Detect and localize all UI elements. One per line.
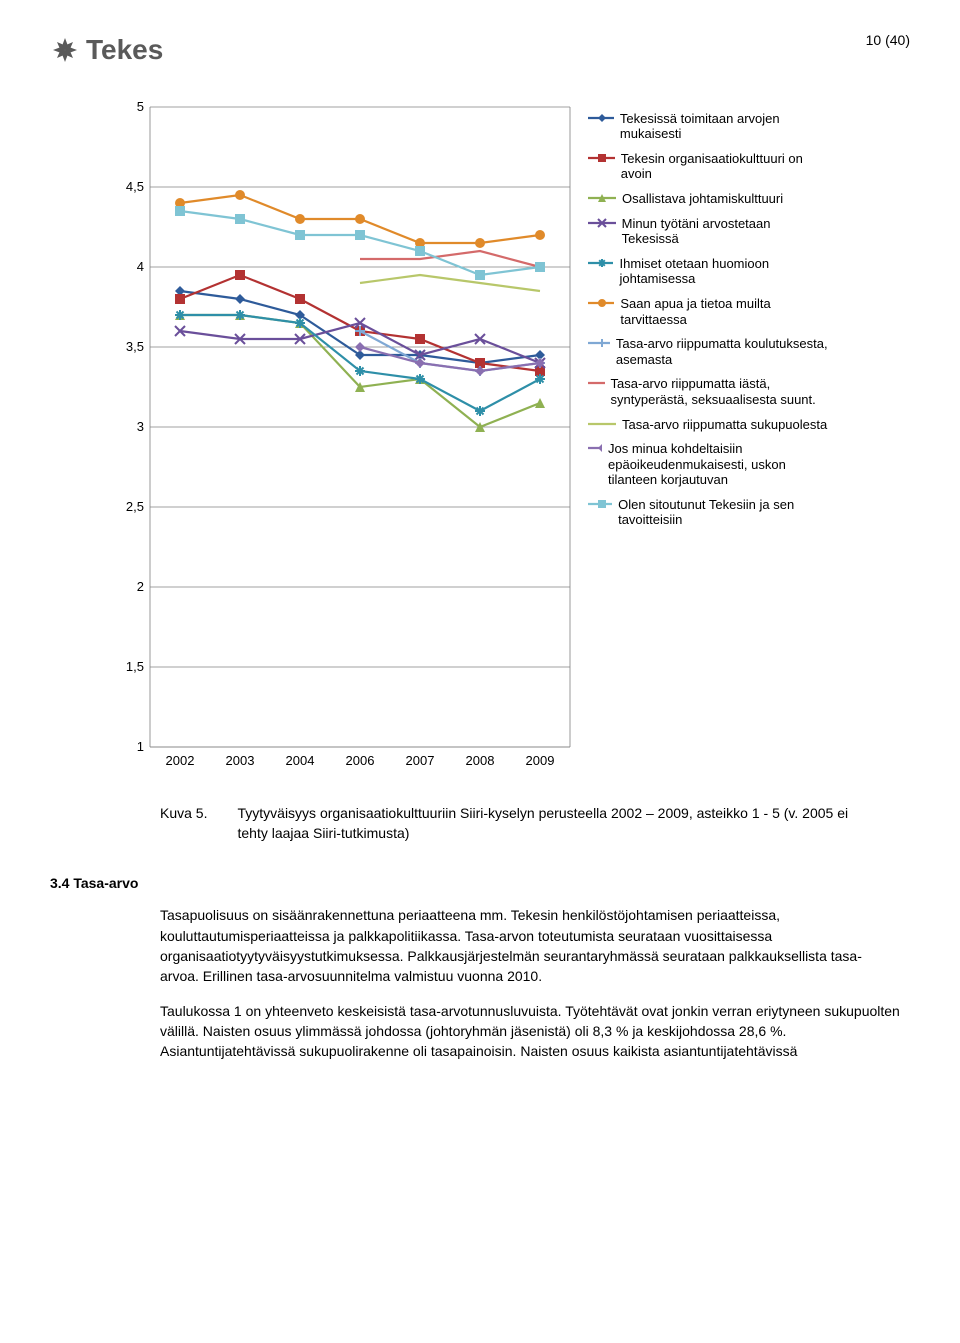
chart-container: 1 1,5 2 2,5 3 3,5 4 4,5 5 2002 2003 2004 2006 2007 200… xyxy=(110,101,910,773)
legend-item: Tekesin organisaatiokulttuuri on avoin xyxy=(588,151,828,182)
svg-text:3,5: 3,5 xyxy=(126,339,144,354)
line-chart: 1 1,5 2 2,5 3 3,5 4 4,5 5 2002 2003 2004 2006 2007 200… xyxy=(110,101,580,773)
svg-text:2006: 2006 xyxy=(346,753,375,768)
svg-text:4,5: 4,5 xyxy=(126,179,144,194)
body-text: Tasapuolisuus on sisäänrakennettuna peri… xyxy=(160,905,900,1061)
legend-item: Jos minua kohdeltaisiin epäoikeudenmukai… xyxy=(588,441,828,488)
section-heading: 3.4 Tasa-arvo xyxy=(50,873,910,893)
logo-text: Tekes xyxy=(86,30,163,71)
legend-label: Tasa-arvo riippumatta iästä, syntyperäst… xyxy=(611,376,828,407)
paragraph-1: Tasapuolisuus on sisäänrakennettuna peri… xyxy=(160,905,900,986)
logo: Tekes xyxy=(50,30,163,71)
chart-legend: Tekesissä toimitaan arvojen mukaisesti Te… xyxy=(588,101,828,773)
svg-text:2,5: 2,5 xyxy=(126,499,144,514)
svg-text:1: 1 xyxy=(137,739,144,754)
legend-item: Olen sitoutunut Tekesiin ja sen tavoitte… xyxy=(588,497,828,528)
legend-label: Osallistava johtamiskulttuuri xyxy=(622,191,783,207)
legend-label: Saan apua ja tietoa muilta tarvittaessa xyxy=(620,296,828,327)
figure-caption: Kuva 5. Tyytyväisyys organisaatiokulttuu… xyxy=(160,803,880,844)
caption-label: Kuva 5. xyxy=(160,803,207,844)
legend-label: Jos minua kohdeltaisiin epäoikeudenmukai… xyxy=(608,441,828,488)
legend-label: Olen sitoutunut Tekesiin ja sen tavoitte… xyxy=(618,497,828,528)
svg-text:5: 5 xyxy=(137,101,144,114)
legend-item: Saan apua ja tietoa muilta tarvittaessa xyxy=(588,296,828,327)
svg-text:2007: 2007 xyxy=(406,753,435,768)
caption-text: Tyytyväisyys organisaatiokulttuuriin Sii… xyxy=(237,803,880,844)
svg-text:2003: 2003 xyxy=(226,753,255,768)
svg-text:2: 2 xyxy=(137,579,144,594)
page-number: 10 (40) xyxy=(866,30,910,50)
legend-label: Tasa-arvo riippumatta sukupuolesta xyxy=(622,417,827,433)
legend-label: Tekesin organisaatiokulttuuri on avoin xyxy=(621,151,828,182)
svg-text:4: 4 xyxy=(137,259,144,274)
legend-item: Tasa-arvo riippumatta koulutuksesta, ase… xyxy=(588,336,828,367)
legend-label: Tasa-arvo riippumatta koulutuksesta, ase… xyxy=(616,336,828,367)
legend-item: Tasa-arvo riippumatta iästä, syntyperäst… xyxy=(588,376,828,407)
legend-label: Ihmiset otetaan huomioon johtamisessa xyxy=(619,256,828,287)
svg-text:2002: 2002 xyxy=(166,753,195,768)
legend-item: Ihmiset otetaan huomioon johtamisessa xyxy=(588,256,828,287)
tekes-icon xyxy=(50,35,80,65)
svg-text:2008: 2008 xyxy=(466,753,495,768)
legend-item: Osallistava johtamiskulttuuri xyxy=(588,191,828,207)
svg-text:1,5: 1,5 xyxy=(126,659,144,674)
svg-text:2009: 2009 xyxy=(526,753,555,768)
legend-label: Minun työtäni arvostetaan Tekesissä xyxy=(622,216,828,247)
legend-item: Minun työtäni arvostetaan Tekesissä xyxy=(588,216,828,247)
svg-text:2004: 2004 xyxy=(286,753,315,768)
page-header: Tekes 10 (40) xyxy=(50,30,910,71)
svg-text:3: 3 xyxy=(137,419,144,434)
legend-item: Tasa-arvo riippumatta sukupuolesta xyxy=(588,417,828,433)
legend-label: Tekesissä toimitaan arvojen mukaisesti xyxy=(620,111,828,142)
paragraph-2: Taulukossa 1 on yhteenveto keskeisistä t… xyxy=(160,1001,900,1062)
legend-item: Tekesissä toimitaan arvojen mukaisesti xyxy=(588,111,828,142)
